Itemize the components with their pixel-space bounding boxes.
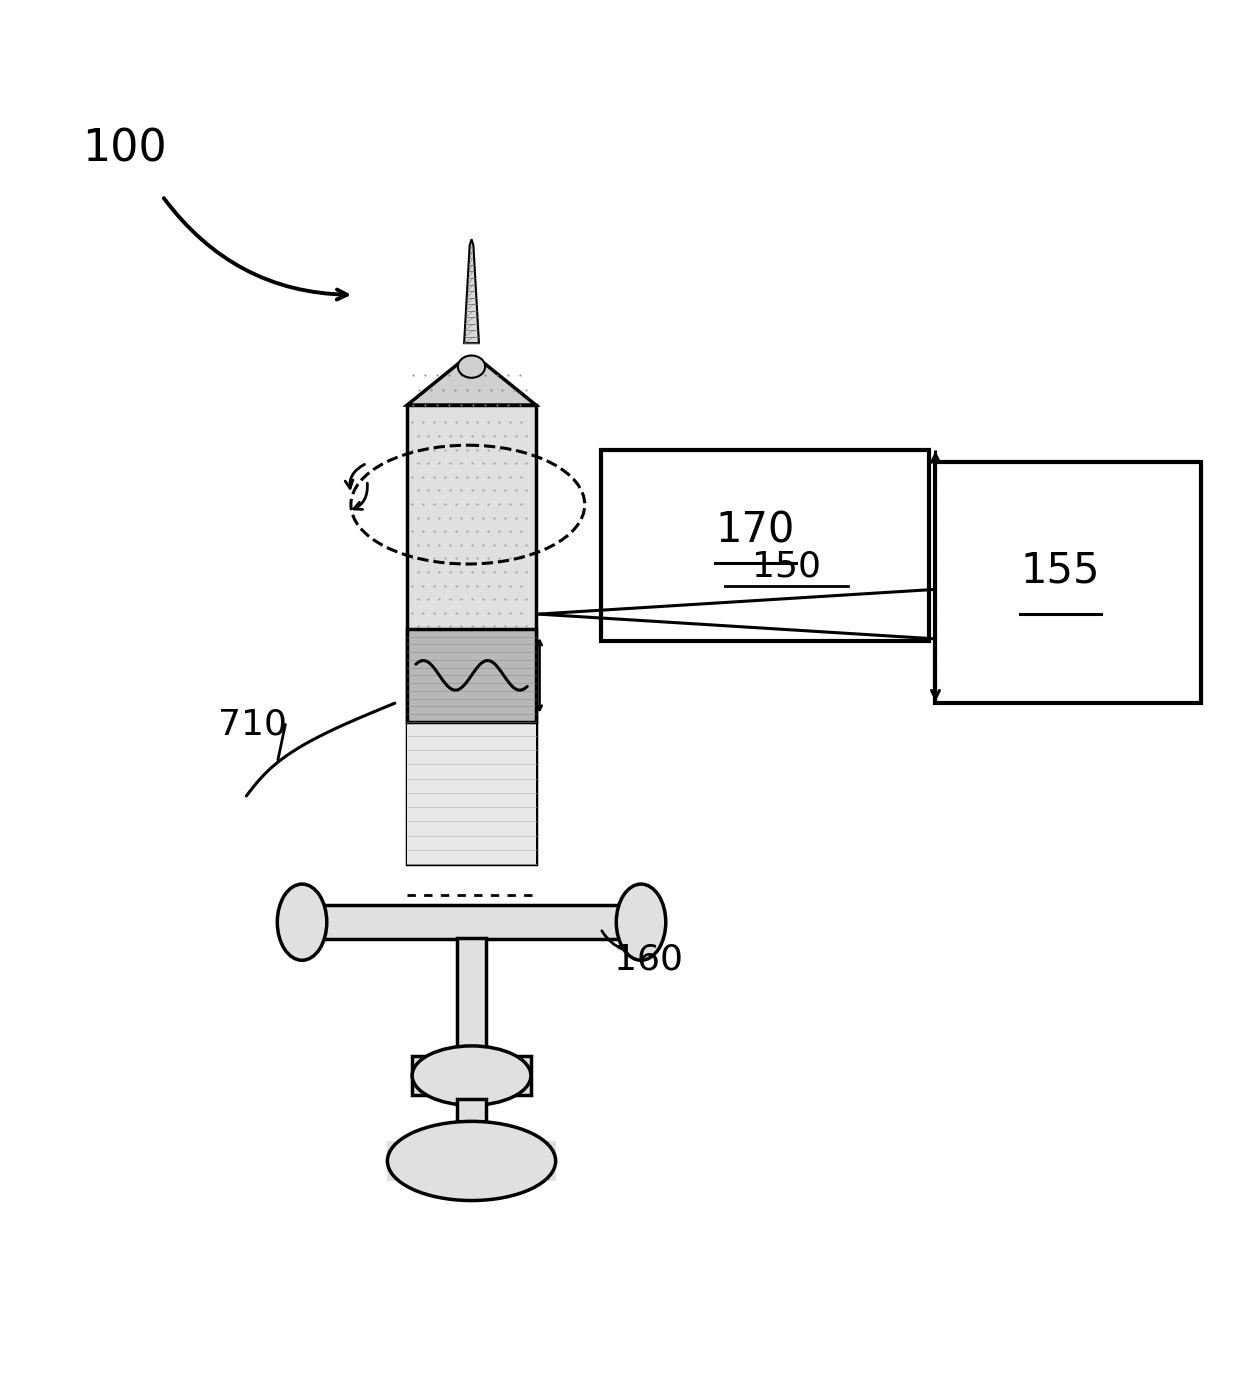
FancyBboxPatch shape: [601, 449, 929, 641]
Text: 100: 100: [82, 127, 166, 170]
Ellipse shape: [387, 1121, 556, 1200]
Ellipse shape: [278, 884, 327, 960]
FancyBboxPatch shape: [407, 629, 536, 722]
FancyBboxPatch shape: [407, 722, 536, 864]
Text: 150: 150: [751, 549, 821, 583]
FancyBboxPatch shape: [412, 1055, 531, 1096]
FancyBboxPatch shape: [407, 406, 536, 864]
FancyBboxPatch shape: [935, 461, 1202, 703]
FancyBboxPatch shape: [456, 1098, 486, 1154]
Text: 160: 160: [614, 942, 683, 976]
Ellipse shape: [412, 1046, 531, 1105]
FancyBboxPatch shape: [290, 905, 653, 940]
FancyBboxPatch shape: [456, 938, 486, 1052]
Polygon shape: [407, 362, 536, 406]
Text: 710: 710: [218, 707, 286, 742]
Text: 170: 170: [715, 509, 795, 551]
Text: 155: 155: [1021, 549, 1100, 591]
Polygon shape: [464, 240, 479, 343]
FancyBboxPatch shape: [387, 1142, 556, 1181]
Ellipse shape: [458, 355, 485, 378]
Ellipse shape: [616, 884, 666, 960]
